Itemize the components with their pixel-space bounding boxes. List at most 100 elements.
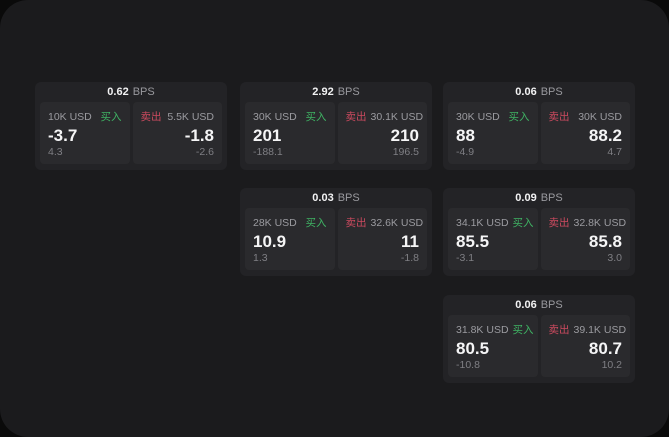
- quote-card-5: 0.09 BPS 34.1K USD 买入 85.5 -3.1 卖出 32.8K…: [443, 188, 635, 276]
- sell-delta: -2.6: [195, 146, 214, 158]
- card-header: 0.06 BPS: [443, 295, 635, 315]
- quote-card-3: 0.06 BPS 30K USD 买入 88 -4.9 卖出 30K USD 8…: [443, 82, 635, 170]
- bps-unit-label: BPS: [540, 299, 563, 311]
- buy-header-row: 34.1K USD 买入: [456, 215, 534, 230]
- bps-value: 0.62: [107, 86, 129, 98]
- quote-card-6: 0.06 BPS 31.8K USD 买入 80.5 -10.8 卖出 39.1…: [443, 295, 635, 383]
- buy-label: 买入: [508, 111, 530, 123]
- buy-header-row: 30K USD 买入: [253, 109, 327, 124]
- buy-amount: 30K USD: [456, 110, 500, 123]
- sell-amount: 30.1K USD: [370, 110, 424, 123]
- buy-delta: -4.9: [456, 146, 475, 158]
- sell-header-row: 卖出 39.1K USD: [548, 322, 627, 337]
- buy-panel[interactable]: 30K USD 买入 201 -188.1: [245, 102, 335, 164]
- buy-panel[interactable]: 31.8K USD 买入 80.5 -10.8: [448, 315, 538, 377]
- bps-value: 0.06: [515, 299, 537, 311]
- card-header: 0.06 BPS: [443, 82, 635, 102]
- card-body: 31.8K USD 买入 80.5 -10.8 卖出 39.1K USD 80.…: [448, 315, 630, 377]
- sell-label: 卖出: [345, 217, 367, 229]
- buy-price: 201: [253, 125, 282, 145]
- sell-panel[interactable]: 卖出 30K USD 88.2 4.7: [540, 102, 630, 164]
- sell-amount: 32.8K USD: [573, 216, 627, 229]
- buy-price: 10.9: [253, 231, 287, 251]
- buy-delta: 1.3: [253, 252, 268, 264]
- buy-header-row: 31.8K USD 买入: [456, 322, 534, 337]
- sell-header-row: 卖出 32.6K USD: [345, 215, 424, 230]
- sell-header-row: 卖出 30.1K USD: [345, 109, 424, 124]
- sell-delta: -1.8: [400, 252, 419, 264]
- card-body: 34.1K USD 买入 85.5 -3.1 卖出 32.8K USD 85.8…: [448, 208, 630, 270]
- sell-price: -1.8: [184, 125, 214, 145]
- bps-unit-label: BPS: [540, 86, 563, 98]
- buy-price: 85.5: [456, 231, 490, 251]
- sell-header-row: 卖出 32.8K USD: [548, 215, 627, 230]
- buy-header-row: 30K USD 买入: [456, 109, 530, 124]
- quote-card-4: 0.03 BPS 28K USD 买入 10.9 1.3 卖出 32.6K US…: [240, 188, 432, 276]
- buy-delta: -3.1: [456, 252, 475, 264]
- buy-label: 买入: [512, 324, 534, 336]
- buy-label: 买入: [305, 217, 327, 229]
- card-header: 0.03 BPS: [240, 188, 432, 208]
- buy-delta: -10.8: [456, 359, 480, 371]
- buy-amount: 10K USD: [48, 110, 92, 123]
- sell-label: 卖出: [345, 111, 367, 123]
- buy-panel[interactable]: 28K USD 买入 10.9 1.3: [245, 208, 335, 270]
- buy-panel[interactable]: 10K USD 买入 -3.7 4.3: [40, 102, 130, 164]
- bps-unit-label: BPS: [132, 86, 155, 98]
- sell-price: 80.7: [588, 338, 622, 358]
- buy-delta: 4.3: [48, 146, 63, 158]
- buy-label: 买入: [100, 111, 122, 123]
- buy-amount: 28K USD: [253, 216, 297, 229]
- sell-label: 卖出: [548, 217, 570, 229]
- buy-label: 买入: [305, 111, 327, 123]
- buy-header-row: 28K USD 买入: [253, 215, 327, 230]
- sell-panel[interactable]: 卖出 32.6K USD 11 -1.8: [337, 208, 427, 270]
- buy-amount: 34.1K USD: [456, 216, 509, 229]
- buy-amount: 30K USD: [253, 110, 297, 123]
- buy-price: 88: [456, 125, 475, 145]
- card-body: 28K USD 买入 10.9 1.3 卖出 32.6K USD 11 -1.8: [245, 208, 427, 270]
- buy-delta: -188.1: [253, 146, 283, 158]
- sell-panel[interactable]: 卖出 5.5K USD -1.8 -2.6: [132, 102, 222, 164]
- card-header: 0.62 BPS: [35, 82, 227, 102]
- bps-value: 0.03: [312, 192, 334, 204]
- bps-value: 0.06: [515, 86, 537, 98]
- buy-panel[interactable]: 34.1K USD 买入 85.5 -3.1: [448, 208, 538, 270]
- card-body: 30K USD 买入 201 -188.1 卖出 30.1K USD 210 1…: [245, 102, 427, 164]
- card-header: 0.09 BPS: [443, 188, 635, 208]
- sell-price: 210: [390, 125, 419, 145]
- card-body: 30K USD 买入 88 -4.9 卖出 30K USD 88.2 4.7: [448, 102, 630, 164]
- buy-panel[interactable]: 30K USD 买入 88 -4.9: [448, 102, 538, 164]
- buy-price: 80.5: [456, 338, 490, 358]
- sell-delta: 3.0: [607, 252, 622, 264]
- sell-panel[interactable]: 卖出 39.1K USD 80.7 10.2: [540, 315, 630, 377]
- card-header: 2.92 BPS: [240, 82, 432, 102]
- sell-delta: 4.7: [607, 146, 622, 158]
- bps-value: 0.09: [515, 192, 537, 204]
- sell-label: 卖出: [548, 324, 570, 336]
- buy-price: -3.7: [48, 125, 78, 145]
- bps-unit-label: BPS: [540, 192, 563, 204]
- sell-delta: 196.5: [392, 146, 419, 158]
- buy-header-row: 10K USD 买入: [48, 109, 122, 124]
- buy-amount: 31.8K USD: [456, 323, 509, 336]
- sell-label: 卖出: [548, 111, 570, 123]
- bps-value: 2.92: [312, 86, 334, 98]
- sell-amount: 5.5K USD: [167, 110, 214, 123]
- quote-card-1: 0.62 BPS 10K USD 买入 -3.7 4.3 卖出 5.5K USD…: [35, 82, 227, 170]
- quote-card-2: 2.92 BPS 30K USD 买入 201 -188.1 卖出 30.1K …: [240, 82, 432, 170]
- sell-delta: 10.2: [601, 359, 622, 371]
- sell-amount: 32.6K USD: [370, 216, 424, 229]
- sell-price: 88.2: [588, 125, 622, 145]
- sell-price: 85.8: [588, 231, 622, 251]
- buy-label: 买入: [512, 217, 534, 229]
- sell-panel[interactable]: 卖出 32.8K USD 85.8 3.0: [540, 208, 630, 270]
- bps-unit-label: BPS: [337, 86, 360, 98]
- sell-panel[interactable]: 卖出 30.1K USD 210 196.5: [337, 102, 427, 164]
- sell-amount: 30K USD: [578, 110, 622, 123]
- sell-amount: 39.1K USD: [573, 323, 627, 336]
- sell-header-row: 卖出 5.5K USD: [141, 109, 215, 124]
- sell-label: 卖出: [140, 111, 162, 123]
- card-body: 10K USD 买入 -3.7 4.3 卖出 5.5K USD -1.8 -2.…: [40, 102, 222, 164]
